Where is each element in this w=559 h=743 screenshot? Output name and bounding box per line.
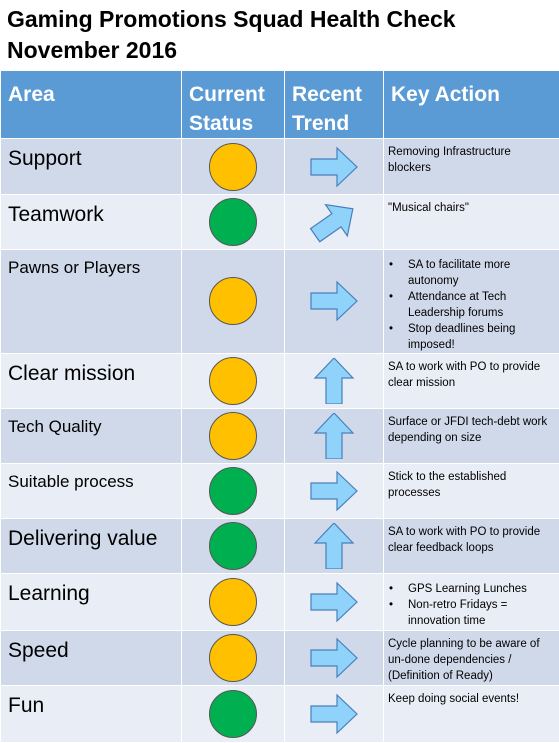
action-text: SA to work with PO to provide clear miss… bbox=[388, 361, 540, 389]
action-text: Keep doing social events! bbox=[388, 693, 519, 705]
table-row: Delivering value SA to work with PO to pr… bbox=[1, 519, 559, 574]
area-cell: Pawns or Players bbox=[1, 250, 182, 354]
status-cell bbox=[182, 195, 285, 250]
amber-status-indicator bbox=[209, 357, 257, 405]
action-text: SA to work with PO to provide clear feed… bbox=[388, 526, 540, 554]
status-cell bbox=[182, 250, 285, 354]
action-text: Surface or JFDI tech-debt work depending… bbox=[388, 416, 547, 444]
table-row: Fun Keep doing social events! bbox=[1, 686, 559, 743]
trend-cell bbox=[285, 250, 384, 354]
action-cell: Cycle planning to be aware of un-done de… bbox=[384, 631, 559, 686]
table-row: Teamwork "Musical chairs" bbox=[1, 195, 559, 250]
action-bullet: Non-retro Fridays = innovation time bbox=[408, 597, 552, 629]
arrow-up-icon bbox=[307, 358, 361, 404]
trend-cell bbox=[285, 464, 384, 519]
trend-cell bbox=[285, 409, 384, 464]
area-cell: Fun bbox=[1, 686, 182, 743]
action-cell: Keep doing social events! bbox=[384, 686, 559, 743]
area-cell: Learning bbox=[1, 574, 182, 631]
trend-cell bbox=[285, 519, 384, 574]
action-cell: Removing Infrastructure blockers bbox=[384, 139, 559, 195]
status-cell bbox=[182, 409, 285, 464]
header-action: Key Action bbox=[384, 71, 559, 139]
action-text: Stick to the established processes bbox=[388, 471, 506, 499]
title-line-2: November 2016 bbox=[7, 35, 456, 66]
action-bullet: Attendance at Tech Leadership forums bbox=[408, 289, 552, 321]
action-list: SA to facilitate more autonomyAttendance… bbox=[388, 257, 552, 353]
status-cell bbox=[182, 464, 285, 519]
area-cell: Delivering value bbox=[1, 519, 182, 574]
action-cell: "Musical chairs" bbox=[384, 195, 559, 250]
status-cell bbox=[182, 354, 285, 409]
arrow-right-icon bbox=[307, 144, 361, 190]
action-text: "Musical chairs" bbox=[388, 202, 469, 214]
action-cell: SA to facilitate more autonomyAttendance… bbox=[384, 250, 559, 354]
trend-cell bbox=[285, 574, 384, 631]
trend-cell bbox=[285, 686, 384, 743]
amber-status-indicator bbox=[209, 412, 257, 460]
area-cell: Tech Quality bbox=[1, 409, 182, 464]
title-line-1: Gaming Promotions Squad Health Check bbox=[7, 4, 456, 35]
action-cell: Stick to the established processes bbox=[384, 464, 559, 519]
green-status-indicator bbox=[209, 198, 257, 246]
amber-status-indicator bbox=[209, 277, 257, 325]
table-row: Clear mission SA to work with PO to provi… bbox=[1, 354, 559, 409]
arrow-right-icon bbox=[307, 691, 361, 737]
action-cell: SA to work with PO to provide clear miss… bbox=[384, 354, 559, 409]
status-cell bbox=[182, 574, 285, 631]
status-cell bbox=[182, 519, 285, 574]
area-cell: Clear mission bbox=[1, 354, 182, 409]
table-row: Speed Cycle planning to be aware of un-do… bbox=[1, 631, 559, 686]
page-title: Gaming Promotions Squad Health Check Nov… bbox=[7, 4, 456, 66]
arrow-right-icon bbox=[307, 468, 361, 514]
table-row: Support Removing Infrastructure blockers bbox=[1, 139, 559, 195]
table-row: Suitable process Stick to the established… bbox=[1, 464, 559, 519]
action-list: GPS Learning LunchesNon-retro Fridays = … bbox=[388, 581, 552, 629]
trend-cell bbox=[285, 139, 384, 195]
status-cell bbox=[182, 631, 285, 686]
arrow-up-right-icon bbox=[307, 199, 361, 245]
arrow-right-icon bbox=[307, 635, 361, 681]
table-row: Learning GPS Learning LunchesNon-retro Fr… bbox=[1, 574, 559, 631]
area-cell: Teamwork bbox=[1, 195, 182, 250]
arrow-right-icon bbox=[307, 278, 361, 324]
action-cell: Surface or JFDI tech-debt work depending… bbox=[384, 409, 559, 464]
amber-status-indicator bbox=[209, 143, 257, 191]
green-status-indicator bbox=[209, 690, 257, 738]
trend-cell bbox=[285, 354, 384, 409]
action-cell: GPS Learning LunchesNon-retro Fridays = … bbox=[384, 574, 559, 631]
arrow-up-icon bbox=[307, 523, 361, 569]
area-cell: Speed bbox=[1, 631, 182, 686]
amber-status-indicator bbox=[209, 634, 257, 682]
status-cell bbox=[182, 139, 285, 195]
action-cell: SA to work with PO to provide clear feed… bbox=[384, 519, 559, 574]
action-text: Removing Infrastructure blockers bbox=[388, 146, 511, 174]
area-cell: Support bbox=[1, 139, 182, 195]
arrow-right-icon bbox=[307, 579, 361, 625]
area-cell: Suitable process bbox=[1, 464, 182, 519]
action-bullet: GPS Learning Lunches bbox=[408, 581, 552, 597]
action-text: Cycle planning to be aware of un-done de… bbox=[388, 638, 540, 682]
table-row: Tech Quality Surface or JFDI tech-debt wo… bbox=[1, 409, 559, 464]
trend-cell bbox=[285, 195, 384, 250]
green-status-indicator bbox=[209, 467, 257, 515]
table-row: Pawns or Players SA to facilitate more au… bbox=[1, 250, 559, 354]
status-cell bbox=[182, 686, 285, 743]
trend-cell bbox=[285, 631, 384, 686]
action-bullet: Stop deadlines being imposed! bbox=[408, 321, 552, 353]
green-status-indicator bbox=[209, 522, 257, 570]
header-area: Area bbox=[1, 71, 182, 139]
arrow-up-icon bbox=[307, 413, 361, 459]
amber-status-indicator bbox=[209, 578, 257, 626]
action-bullet: SA to facilitate more autonomy bbox=[408, 257, 552, 289]
